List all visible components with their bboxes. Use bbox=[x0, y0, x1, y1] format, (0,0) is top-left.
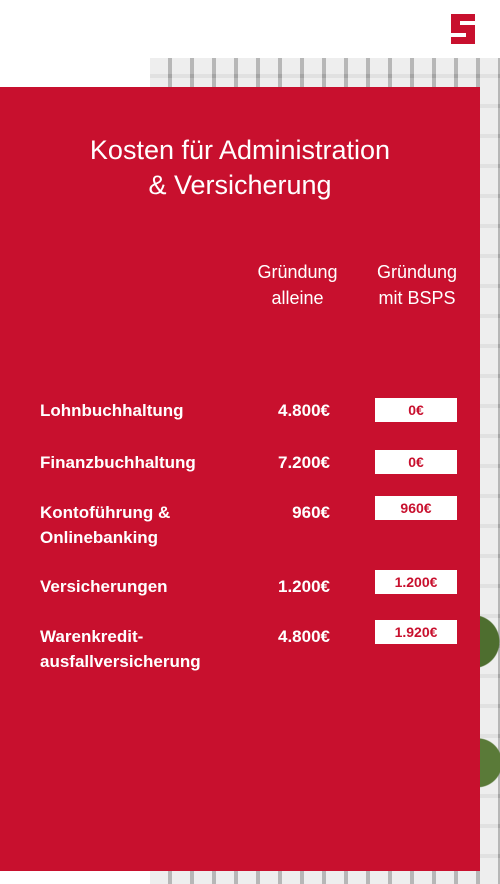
column-header-bsps: Gründung mit BSPS bbox=[376, 262, 458, 308]
cost-bsps-badge: 0€ bbox=[375, 398, 457, 422]
cost-alone: 7.200€ bbox=[278, 453, 330, 472]
cost-bsps-badge: 0€ bbox=[375, 450, 457, 474]
cost-bsps-badge: 1.920€ bbox=[375, 620, 457, 644]
bsps-logo-icon bbox=[451, 14, 475, 44]
cost-bsps-badge: 960€ bbox=[375, 496, 457, 520]
row-label: Lohnbuchhaltung bbox=[40, 401, 184, 420]
cost-panel: Kosten für Administration & Versicherung… bbox=[0, 87, 480, 871]
cost-alone: 4.800€ bbox=[278, 627, 330, 646]
cost-alone: 960€ bbox=[292, 503, 330, 522]
page-title: Kosten für Administration & Versicherung bbox=[89, 135, 391, 200]
column-header-alone: Gründung alleine bbox=[257, 262, 338, 308]
row-label: Kontoführung & Onlinebanking bbox=[40, 503, 171, 547]
cost-bsps-badge: 1.200€ bbox=[375, 570, 457, 594]
row-label: Warenkredit- ausfallversicherung bbox=[40, 627, 201, 671]
row-label: Finanzbuchhaltung bbox=[40, 453, 196, 472]
row-label: Versicherungen bbox=[40, 577, 168, 596]
cost-alone: 1.200€ bbox=[278, 577, 330, 596]
cost-alone: 4.800€ bbox=[278, 401, 330, 420]
